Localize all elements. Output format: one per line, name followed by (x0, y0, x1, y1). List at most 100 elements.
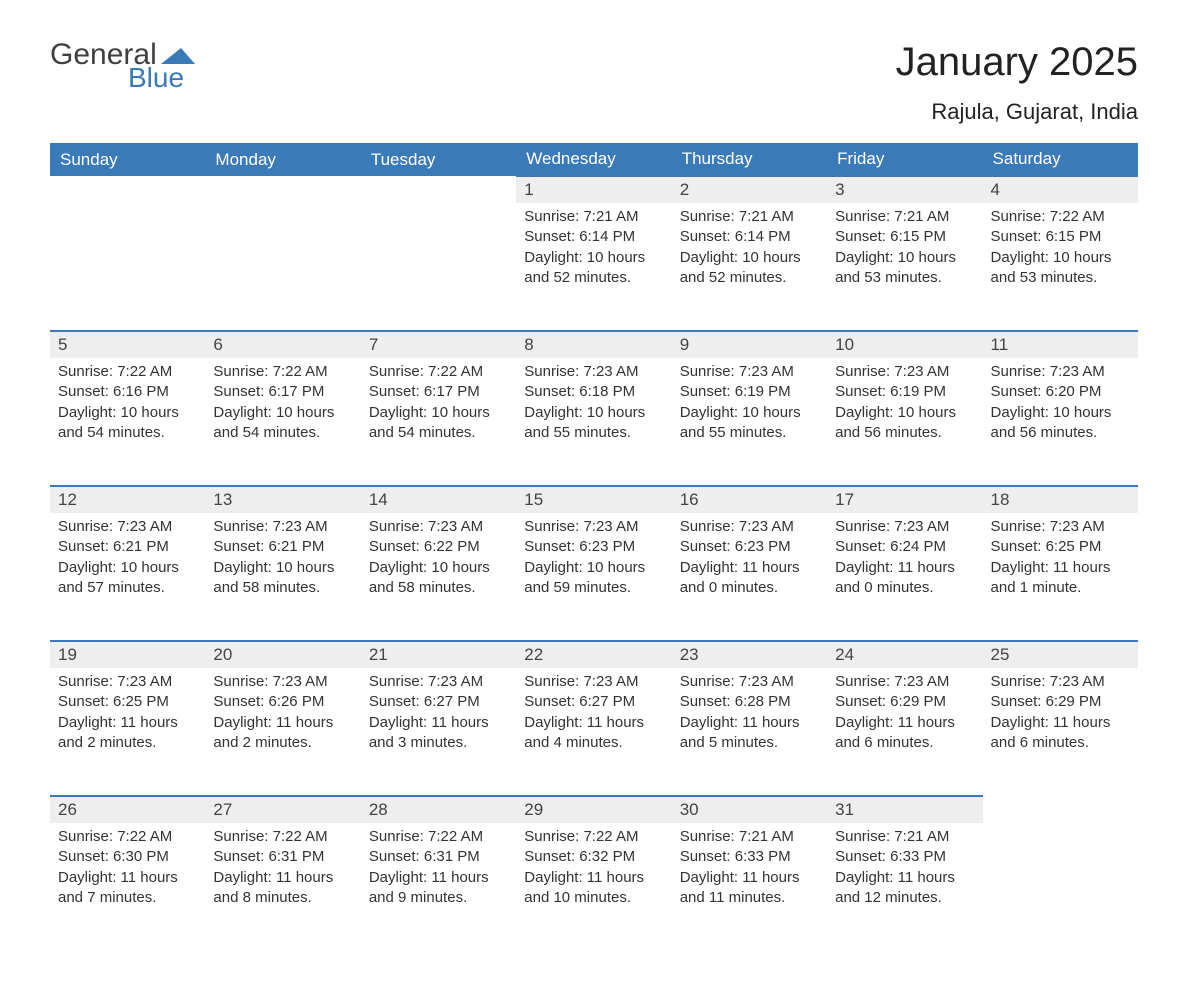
daylight-text: Daylight: 11 hours and 0 minutes. (680, 558, 819, 599)
sunset-text: Sunset: 6:23 PM (524, 537, 663, 557)
sunset-text: Sunset: 6:18 PM (524, 382, 663, 402)
day-number-cell: 31 (827, 796, 982, 823)
day-data-cell: Sunrise: 7:21 AMSunset: 6:14 PMDaylight:… (672, 203, 827, 331)
sunset-text: Sunset: 6:29 PM (835, 692, 974, 712)
day-data-cell: Sunrise: 7:22 AMSunset: 6:31 PMDaylight:… (361, 823, 516, 951)
sunrise-text: Sunrise: 7:21 AM (680, 827, 819, 847)
day-number-cell: 29 (516, 796, 671, 823)
daylight-text: Daylight: 11 hours and 4 minutes. (524, 713, 663, 754)
sunset-text: Sunset: 6:21 PM (213, 537, 352, 557)
day-data-cell: Sunrise: 7:23 AMSunset: 6:25 PMDaylight:… (983, 513, 1138, 641)
sunrise-text: Sunrise: 7:23 AM (835, 362, 974, 382)
sunset-text: Sunset: 6:16 PM (58, 382, 197, 402)
logo: General Blue (50, 40, 195, 92)
sunrise-text: Sunrise: 7:21 AM (835, 827, 974, 847)
day-data-row: Sunrise: 7:21 AMSunset: 6:14 PMDaylight:… (50, 203, 1138, 331)
sunrise-text: Sunrise: 7:23 AM (524, 362, 663, 382)
sunset-text: Sunset: 6:29 PM (991, 692, 1130, 712)
sunrise-text: Sunrise: 7:23 AM (680, 517, 819, 537)
day-number-cell: 12 (50, 486, 205, 513)
day-number-cell: 3 (827, 176, 982, 203)
day-data-cell: Sunrise: 7:23 AMSunset: 6:26 PMDaylight:… (205, 668, 360, 796)
sunrise-text: Sunrise: 7:23 AM (213, 517, 352, 537)
day-data-cell: Sunrise: 7:23 AMSunset: 6:25 PMDaylight:… (50, 668, 205, 796)
sunrise-text: Sunrise: 7:23 AM (680, 672, 819, 692)
day-data-cell (50, 203, 205, 331)
daylight-text: Daylight: 10 hours and 56 minutes. (991, 403, 1130, 444)
day-data-cell (983, 823, 1138, 951)
sunset-text: Sunset: 6:26 PM (213, 692, 352, 712)
day-data-row: Sunrise: 7:23 AMSunset: 6:21 PMDaylight:… (50, 513, 1138, 641)
logo-text-bottom: Blue (128, 64, 195, 92)
day-data-row: Sunrise: 7:23 AMSunset: 6:25 PMDaylight:… (50, 668, 1138, 796)
day-data-cell: Sunrise: 7:22 AMSunset: 6:15 PMDaylight:… (983, 203, 1138, 331)
sunrise-text: Sunrise: 7:22 AM (213, 362, 352, 382)
day-number-row: 262728293031 (50, 796, 1138, 823)
day-number-cell: 24 (827, 641, 982, 668)
daylight-text: Daylight: 11 hours and 3 minutes. (369, 713, 508, 754)
day-number-cell: 13 (205, 486, 360, 513)
day-data-cell: Sunrise: 7:23 AMSunset: 6:28 PMDaylight:… (672, 668, 827, 796)
day-number-row: 19202122232425 (50, 641, 1138, 668)
day-data-cell: Sunrise: 7:21 AMSunset: 6:33 PMDaylight:… (672, 823, 827, 951)
day-data-cell (361, 203, 516, 331)
daylight-text: Daylight: 10 hours and 54 minutes. (58, 403, 197, 444)
sunset-text: Sunset: 6:17 PM (213, 382, 352, 402)
daylight-text: Daylight: 10 hours and 53 minutes. (991, 248, 1130, 289)
day-number-cell: 1 (516, 176, 671, 203)
day-data-cell: Sunrise: 7:23 AMSunset: 6:27 PMDaylight:… (516, 668, 671, 796)
day-number-cell: 25 (983, 641, 1138, 668)
day-number-cell: 18 (983, 486, 1138, 513)
sunset-text: Sunset: 6:24 PM (835, 537, 974, 557)
col-header: Saturday (983, 143, 1138, 176)
sunrise-text: Sunrise: 7:23 AM (835, 517, 974, 537)
calendar-table: Sunday Monday Tuesday Wednesday Thursday… (50, 143, 1138, 951)
sunset-text: Sunset: 6:32 PM (524, 847, 663, 867)
day-data-cell: Sunrise: 7:23 AMSunset: 6:19 PMDaylight:… (672, 358, 827, 486)
month-title: January 2025 (896, 40, 1138, 85)
col-header: Sunday (50, 143, 205, 176)
day-data-cell: Sunrise: 7:23 AMSunset: 6:24 PMDaylight:… (827, 513, 982, 641)
sunrise-text: Sunrise: 7:23 AM (524, 672, 663, 692)
day-data-cell: Sunrise: 7:23 AMSunset: 6:29 PMDaylight:… (827, 668, 982, 796)
daylight-text: Daylight: 11 hours and 6 minutes. (835, 713, 974, 754)
day-number-cell: 5 (50, 331, 205, 358)
daylight-text: Daylight: 11 hours and 11 minutes. (680, 868, 819, 909)
day-number-cell: 21 (361, 641, 516, 668)
day-data-cell: Sunrise: 7:23 AMSunset: 6:21 PMDaylight:… (205, 513, 360, 641)
day-number-cell: 23 (672, 641, 827, 668)
day-number-cell (50, 176, 205, 203)
sunrise-text: Sunrise: 7:23 AM (991, 362, 1130, 382)
day-data-cell: Sunrise: 7:23 AMSunset: 6:20 PMDaylight:… (983, 358, 1138, 486)
sunrise-text: Sunrise: 7:23 AM (213, 672, 352, 692)
sunset-text: Sunset: 6:20 PM (991, 382, 1130, 402)
day-number-cell: 30 (672, 796, 827, 823)
day-data-cell: Sunrise: 7:21 AMSunset: 6:14 PMDaylight:… (516, 203, 671, 331)
day-number-cell (983, 796, 1138, 823)
daylight-text: Daylight: 11 hours and 7 minutes. (58, 868, 197, 909)
daylight-text: Daylight: 10 hours and 52 minutes. (680, 248, 819, 289)
day-data-cell: Sunrise: 7:23 AMSunset: 6:21 PMDaylight:… (50, 513, 205, 641)
calendar-header-row: Sunday Monday Tuesday Wednesday Thursday… (50, 143, 1138, 176)
day-number-cell: 2 (672, 176, 827, 203)
day-number-cell: 10 (827, 331, 982, 358)
page-header: General Blue January 2025 Rajula, Gujara… (50, 40, 1138, 125)
day-data-row: Sunrise: 7:22 AMSunset: 6:30 PMDaylight:… (50, 823, 1138, 951)
sunset-text: Sunset: 6:14 PM (524, 227, 663, 247)
daylight-text: Daylight: 10 hours and 58 minutes. (213, 558, 352, 599)
day-number-cell: 28 (361, 796, 516, 823)
day-number-cell: 6 (205, 331, 360, 358)
sunset-text: Sunset: 6:22 PM (369, 537, 508, 557)
day-data-cell: Sunrise: 7:23 AMSunset: 6:23 PMDaylight:… (516, 513, 671, 641)
daylight-text: Daylight: 10 hours and 54 minutes. (213, 403, 352, 444)
calendar-body: 1234Sunrise: 7:21 AMSunset: 6:14 PMDayli… (50, 176, 1138, 951)
sunset-text: Sunset: 6:31 PM (369, 847, 508, 867)
sunset-text: Sunset: 6:27 PM (524, 692, 663, 712)
sunrise-text: Sunrise: 7:22 AM (369, 827, 508, 847)
daylight-text: Daylight: 10 hours and 55 minutes. (680, 403, 819, 444)
sunset-text: Sunset: 6:19 PM (680, 382, 819, 402)
sunrise-text: Sunrise: 7:23 AM (369, 517, 508, 537)
sunset-text: Sunset: 6:30 PM (58, 847, 197, 867)
day-number-cell: 16 (672, 486, 827, 513)
day-number-cell: 14 (361, 486, 516, 513)
